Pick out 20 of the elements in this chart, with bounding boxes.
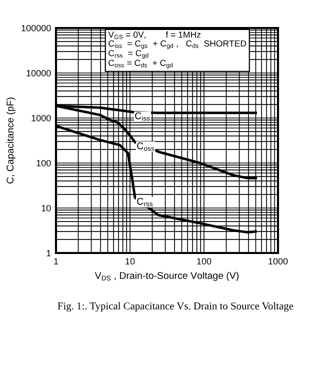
annotation: C$_{rss}$ = C$_{gd}$ — [108, 50, 148, 59]
y-axis-title: C, Capacitance (pF) — [6, 98, 16, 184]
x-tick-label: 1000 — [268, 258, 288, 264]
y-tick-label: 1 — [46, 250, 51, 256]
series-label: C$_{iss}$ — [135, 112, 150, 121]
x-tick-label: 10 — [126, 258, 135, 264]
x-tick-label: 100 — [197, 258, 212, 264]
series-label: C$_{oss}$ — [137, 142, 154, 151]
x-tick-label: 1 — [54, 258, 58, 264]
annotation: C$_{oss}$ = C$_{ds}$ + C$_{gd}$ — [108, 60, 173, 69]
y-tick-label: 10000 — [26, 70, 51, 76]
text: C$_{iss}$ = C$_{gs}$ + C$_{gd}$ , C$_{ds}$ SHORTED — [108, 40, 246, 50]
x-axis-title: V$_{DS}$ , Drain-to-Source Voltage (V) — [94, 272, 239, 281]
series-label: C$_{rss}$ — [137, 198, 153, 206]
caption: Fig. 1:. Typical Capacitance Vs. Drain to Source Voltage — [58, 302, 294, 312]
y-tick-label: 10 — [42, 204, 51, 212]
y-tick-label: 100000 — [22, 24, 51, 32]
y-tick-label: 100 — [36, 160, 51, 166]
y-tick-label: 1000 — [32, 114, 51, 122]
annotation: V$_{GS}$ = 0V, f = 1MHz — [108, 31, 201, 40]
